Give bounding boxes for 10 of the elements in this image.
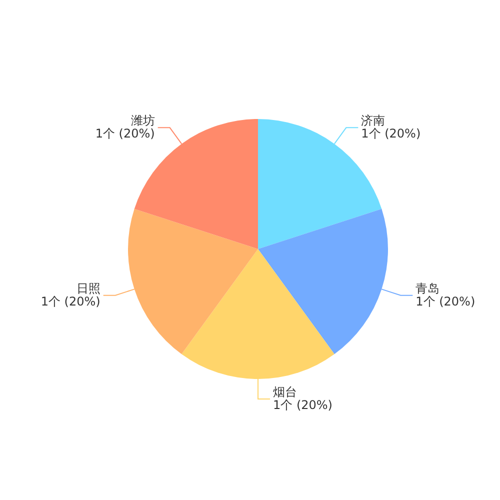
- slice-label: 日照: [76, 281, 100, 296]
- slice-label: 济南: [361, 114, 386, 128]
- data-label: 1个 (20%): [95, 126, 155, 141]
- data-label: 1个 (20%): [40, 294, 100, 308]
- slice-label: 潍坊: [130, 114, 155, 128]
- data-label: 1个 (20%): [416, 294, 476, 308]
- data-label: 1个 (20%): [361, 126, 421, 141]
- data-label: 1个 (20%): [273, 398, 332, 412]
- slice-label: 烟台: [273, 385, 297, 399]
- slice-label: 青岛: [416, 281, 440, 296]
